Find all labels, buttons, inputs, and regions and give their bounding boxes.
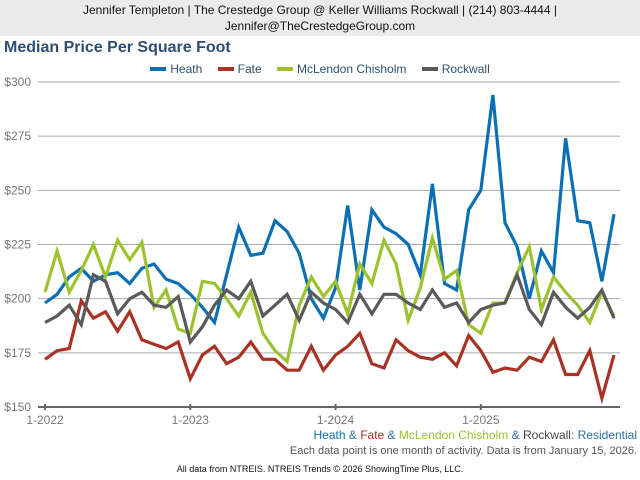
agent-contact-line-2: Jennifer@TheCrestedgeGroup.com [224, 19, 416, 33]
caption-heath: Heath [313, 428, 346, 442]
y-tick-label: $150 [4, 400, 31, 414]
caption-rockwall: Rockwall [522, 428, 571, 442]
legend-swatch-heath [150, 66, 167, 71]
y-tick-label: $200 [4, 292, 31, 306]
y-tick-label: $250 [4, 183, 31, 197]
legend-swatch-fate [217, 66, 234, 71]
caption-property-type: : Residential [570, 428, 637, 442]
y-tick-label: $225 [4, 238, 31, 252]
chart-legend: Heath Fate McLendon Chisholm Rockwall [0, 62, 640, 76]
legend-label-mclendon-chisholm: McLendon Chisholm [296, 62, 407, 76]
caption-sep-3: & [508, 428, 523, 442]
series-lines [43, 94, 616, 405]
caption-mclendon-chisholm: McLendon Chisholm [398, 428, 509, 442]
legend-item-mclendon-chisholm: McLendon Chisholm [276, 62, 407, 76]
y-axis: $150 $175 $200 $225 $250 $275 $300 [4, 75, 31, 414]
copyright-footer: All data from NTREIS. NTREIS Trends © 20… [176, 464, 464, 474]
caption-sep-1: & [345, 428, 361, 442]
legend-label-fate: Fate [237, 62, 262, 76]
agent-contact-line-1: Jennifer Templeton | The Crestedge Group… [83, 3, 557, 17]
x-tick-label: 1-2025 [462, 413, 500, 427]
legend-item-fate: Fate [217, 62, 262, 76]
series-line-rockwall [44, 270, 616, 346]
x-tick-label: 1-2024 [317, 413, 355, 427]
x-tick-label: 1-2023 [172, 413, 210, 427]
legend-swatch-mclendon-chisholm [276, 66, 293, 71]
legend-label-rockwall: Rockwall [441, 62, 490, 76]
legend-item-rockwall: Rockwall [421, 62, 490, 76]
chart-title: Median Price Per Square Foot [4, 39, 231, 56]
legend-swatch-rockwall [421, 66, 438, 71]
series-line-heath [44, 94, 616, 327]
series-line-mclendon-chisholm [43, 231, 616, 365]
data-note: Each data point is one month of activity… [289, 445, 637, 457]
series-caption: Heath & Fate & McLendon Chisholm & Rockw… [313, 428, 637, 442]
x-axis: 1-2022 1-2023 1-2024 1-2025 [26, 404, 620, 427]
grid-lines [38, 81, 620, 354]
legend-label-heath: Heath [170, 62, 203, 76]
agent-contact-header: Jennifer Templeton | The Crestedge Group… [0, 0, 640, 36]
caption-fate: Fate [360, 428, 385, 442]
y-tick-label: $275 [4, 129, 31, 143]
y-tick-label: $175 [4, 346, 31, 360]
caption-sep-2: & [384, 428, 399, 442]
legend-item-heath: Heath [150, 62, 202, 76]
y-tick-label: $300 [4, 75, 31, 89]
x-tick-label: 1-2022 [26, 413, 64, 427]
series-line-fate [44, 297, 616, 405]
